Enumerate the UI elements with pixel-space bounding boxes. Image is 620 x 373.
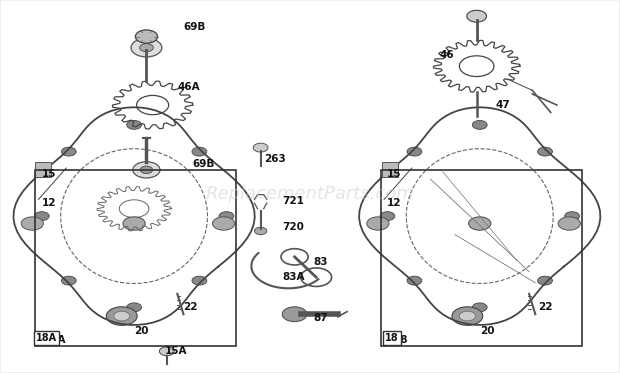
Circle shape — [192, 276, 207, 285]
Circle shape — [126, 120, 141, 129]
Text: 18: 18 — [385, 333, 399, 343]
Circle shape — [282, 307, 307, 322]
Text: 22: 22 — [538, 302, 553, 312]
Text: ReplacementParts.com: ReplacementParts.com — [206, 185, 414, 203]
Circle shape — [407, 276, 422, 285]
Circle shape — [407, 147, 422, 156]
Text: 69B: 69B — [184, 22, 206, 32]
Text: 20: 20 — [480, 326, 494, 336]
Text: 83A: 83A — [282, 272, 304, 282]
Circle shape — [254, 227, 267, 235]
Circle shape — [106, 307, 137, 325]
Circle shape — [113, 311, 130, 321]
Circle shape — [21, 217, 43, 230]
Circle shape — [213, 217, 235, 230]
Text: 15: 15 — [42, 169, 56, 179]
Circle shape — [131, 38, 162, 57]
Circle shape — [380, 211, 395, 220]
Circle shape — [140, 166, 153, 173]
Text: 15: 15 — [387, 169, 402, 179]
Circle shape — [469, 217, 491, 230]
Circle shape — [472, 303, 487, 312]
Circle shape — [34, 211, 49, 220]
Circle shape — [61, 147, 76, 156]
Circle shape — [219, 211, 234, 220]
Text: 12: 12 — [387, 198, 402, 208]
Text: 69B: 69B — [193, 159, 215, 169]
Bar — [35, 170, 236, 346]
Text: 263: 263 — [264, 154, 285, 164]
Circle shape — [159, 347, 174, 356]
Circle shape — [538, 276, 552, 285]
Circle shape — [367, 217, 389, 230]
Circle shape — [565, 211, 580, 220]
Text: 15A: 15A — [165, 346, 187, 356]
Circle shape — [61, 276, 76, 285]
Circle shape — [467, 10, 487, 22]
Circle shape — [140, 44, 153, 52]
Text: 12: 12 — [42, 198, 56, 208]
Bar — [35, 162, 51, 177]
Circle shape — [459, 311, 476, 321]
Circle shape — [472, 120, 487, 129]
Circle shape — [452, 307, 483, 325]
Text: 721: 721 — [282, 196, 304, 206]
Bar — [381, 170, 582, 346]
Text: 22: 22 — [184, 302, 198, 312]
Circle shape — [135, 30, 157, 43]
Text: 18A: 18A — [36, 333, 57, 343]
Circle shape — [538, 147, 552, 156]
Circle shape — [126, 303, 141, 312]
Text: 18A: 18A — [43, 335, 66, 345]
Circle shape — [123, 217, 145, 230]
Text: 720: 720 — [282, 222, 304, 232]
Text: 83: 83 — [313, 257, 327, 267]
Text: 46A: 46A — [177, 82, 200, 91]
Text: 20: 20 — [134, 326, 149, 336]
Text: 18: 18 — [393, 335, 408, 345]
Text: 46: 46 — [440, 50, 454, 60]
Text: 47: 47 — [495, 100, 510, 110]
Circle shape — [133, 162, 160, 178]
Circle shape — [192, 147, 207, 156]
Bar — [382, 162, 397, 177]
Circle shape — [253, 143, 268, 152]
Text: 87: 87 — [313, 313, 328, 323]
Circle shape — [558, 217, 580, 230]
